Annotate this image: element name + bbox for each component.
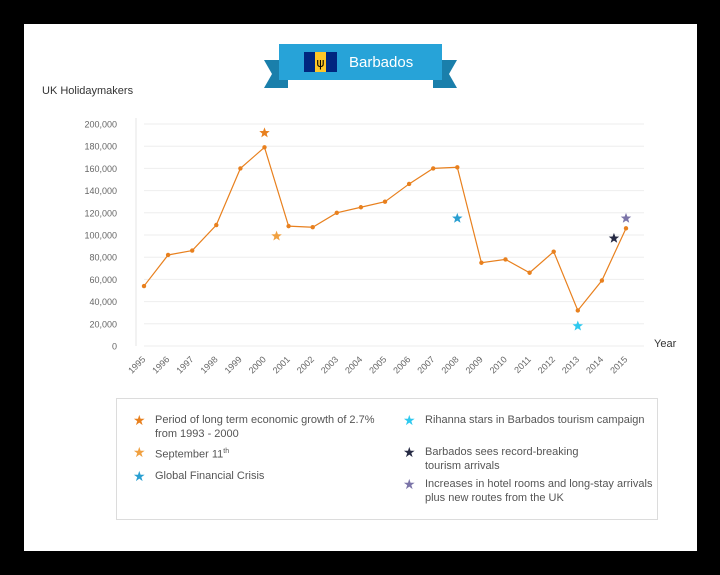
legend-label: September 11th [155, 448, 230, 461]
event-star-marker [452, 212, 463, 223]
legend-item: ★ Increases in hotel rooms and long-stay … [403, 477, 652, 505]
event-star-marker [572, 320, 584, 331]
y-axis-label: UK Holidaymakers [42, 85, 134, 97]
legend-label: Barbados sees record-breaking tourism ar… [425, 446, 579, 472]
legend-item: ★ Rihanna stars in Barbados tourism campa… [403, 413, 645, 427]
x-tick-label: 2006 [391, 354, 412, 375]
legend-item: ★ Period of long term economic growth of … [133, 413, 375, 441]
legend-label: Global Financial Crisis [155, 470, 265, 482]
y-tick-label: 180,000 [84, 142, 117, 152]
y-tick-label: 20,000 [89, 319, 117, 329]
data-point [623, 226, 629, 231]
x-axis-label: Year [654, 338, 677, 350]
data-point [165, 252, 171, 258]
title-banner: ψ Barbados [264, 44, 457, 88]
chart-card: ψ Barbados UK Holidaymakers Year 0 20,000… [24, 24, 697, 551]
x-tick-label: 2015 [608, 354, 629, 375]
data-point [214, 222, 219, 228]
legend-label: Period of long term economic growth of 2… [155, 414, 375, 440]
x-tick-label: 1998 [198, 354, 219, 375]
x-tick-label: 1997 [174, 354, 195, 375]
chart-title: Barbados [349, 54, 413, 71]
event-star-marker [620, 212, 632, 223]
data-point [455, 165, 460, 170]
legend-label: Rihanna stars in Barbados tourism campai… [425, 414, 645, 426]
x-tick-label: 2014 [584, 354, 605, 375]
legend-item: ★ Global Financial Crisis [133, 469, 264, 483]
legend-item: ★ September 11th [133, 445, 229, 462]
x-tick-label: 2001 [271, 354, 292, 375]
data-point [479, 260, 484, 265]
data-point [406, 181, 412, 187]
x-tick-label: 2009 [464, 354, 485, 375]
data-point [527, 270, 532, 275]
data-point [141, 283, 147, 289]
y-tick-label: 200,000 [84, 120, 117, 130]
data-point [262, 145, 267, 150]
x-tick-label: 1999 [223, 354, 244, 375]
data-point [503, 257, 508, 262]
series-line [143, 146, 627, 312]
line-chart: ψ Barbados UK Holidaymakers Year 0 20,000… [42, 44, 677, 376]
x-tick-label: 2010 [488, 354, 509, 375]
x-tick-label: 2003 [319, 354, 340, 375]
y-tick-label: 120,000 [84, 208, 117, 218]
x-tick-label: 2002 [295, 354, 316, 375]
star-icon: ★ [133, 468, 146, 484]
data-point [575, 308, 580, 313]
data-point [190, 248, 195, 253]
y-tick-label: 100,000 [84, 231, 117, 241]
x-tick-label: 2013 [560, 354, 581, 375]
legend: ★ Period of long term economic growth of … [116, 398, 658, 520]
barbados-flag-icon: ψ [304, 52, 337, 72]
star-icon: ★ [133, 444, 146, 460]
x-tick-label: 2008 [439, 354, 460, 375]
data-point [599, 278, 605, 283]
event-star-marker [271, 230, 282, 241]
x-tick-label: 2000 [247, 354, 268, 375]
data-point [382, 199, 388, 204]
x-tick-label: 1995 [126, 354, 147, 375]
x-tick-label: 2012 [536, 354, 557, 375]
data-point [431, 166, 436, 171]
data-point [334, 210, 339, 215]
y-tick-label: 160,000 [84, 164, 117, 174]
y-tick-label: 60,000 [89, 275, 117, 285]
y-tick-label: 140,000 [84, 186, 117, 196]
event-star-marker [259, 127, 270, 138]
y-tick-label: 0 [112, 342, 117, 352]
x-tick-label: 2004 [343, 354, 364, 375]
legend-item: ★ Barbados sees record-breaking tourism a… [403, 445, 578, 473]
data-point [358, 205, 364, 210]
x-tick-label: 1996 [150, 354, 171, 375]
star-icon: ★ [403, 476, 416, 492]
x-tick-label: 2007 [415, 354, 436, 375]
legend-label: Increases in hotel rooms and long-stay a… [425, 478, 653, 504]
y-tick-label: 80,000 [89, 253, 117, 263]
x-tick-label: 2011 [512, 354, 533, 375]
data-point [238, 166, 243, 171]
data-point [551, 249, 556, 254]
svg-text:ψ: ψ [317, 56, 325, 70]
event-star-marker [608, 232, 620, 243]
data-point [286, 223, 291, 229]
star-icon: ★ [403, 412, 416, 428]
y-tick-label: 40,000 [89, 297, 117, 307]
x-tick-label: 2005 [367, 354, 388, 375]
data-point [310, 225, 315, 230]
star-icon: ★ [133, 412, 146, 428]
star-icon: ★ [403, 444, 416, 460]
